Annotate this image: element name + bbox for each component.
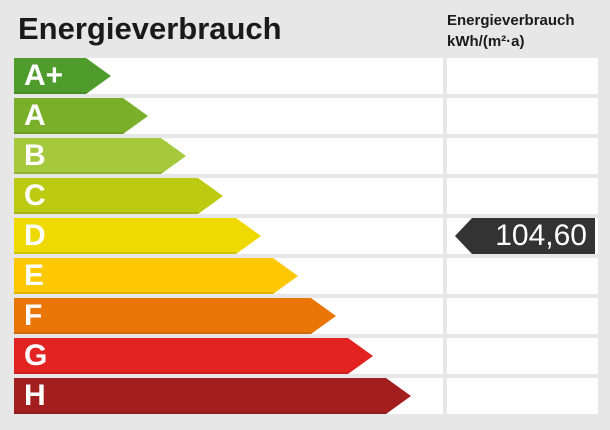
rating-row-c: C bbox=[0, 178, 610, 214]
unit-header-line1: Energieverbrauch bbox=[447, 12, 575, 29]
rating-bar: D bbox=[14, 218, 261, 254]
rating-row-e: E bbox=[0, 258, 610, 294]
unit-header: Energieverbrauch kWh/(m²·a) bbox=[447, 10, 599, 52]
value-column-cell bbox=[447, 258, 598, 294]
rating-bar: F bbox=[14, 298, 336, 334]
value-column-cell bbox=[447, 338, 598, 374]
rating-grade-label: F bbox=[24, 299, 43, 332]
rating-grade-label: D bbox=[24, 219, 46, 252]
rating-bar: E bbox=[14, 258, 298, 294]
value-column-cell bbox=[447, 178, 598, 214]
rating-grade-label: A bbox=[24, 99, 46, 132]
value-column-cell bbox=[447, 98, 598, 134]
value-column-cell bbox=[447, 378, 598, 414]
rating-row-d: D 104,60 bbox=[0, 218, 610, 254]
rating-row-aplus: A+ bbox=[0, 58, 610, 94]
rating-grade-label: C bbox=[24, 179, 46, 212]
value-column-cell bbox=[447, 58, 598, 94]
rating-grade-label: A+ bbox=[24, 59, 64, 92]
rating-row-a: A bbox=[0, 98, 610, 134]
value-column-cell bbox=[447, 138, 598, 174]
rating-row-f: F bbox=[0, 298, 610, 334]
consumption-value: 104,60 bbox=[495, 219, 587, 252]
rating-bar: B bbox=[14, 138, 186, 174]
rating-grade-label: B bbox=[24, 139, 46, 172]
rating-bar: A bbox=[14, 98, 148, 134]
consumption-value-arrow: 104,60 bbox=[455, 218, 595, 254]
rating-grade-label: E bbox=[24, 259, 45, 292]
unit-header-line2: kWh/(m²·a) bbox=[447, 33, 525, 50]
rating-grade-label: G bbox=[24, 339, 48, 372]
rating-bar: H bbox=[14, 378, 411, 414]
rating-row-h: H bbox=[0, 378, 610, 414]
rating-row-b: B bbox=[0, 138, 610, 174]
rating-bar: C bbox=[14, 178, 223, 214]
rating-bar: G bbox=[14, 338, 373, 374]
page-title: Energieverbrauch bbox=[18, 11, 282, 46]
rating-grade-label: H bbox=[24, 379, 46, 412]
value-column-cell bbox=[447, 298, 598, 334]
rating-row-g: G bbox=[0, 338, 610, 374]
